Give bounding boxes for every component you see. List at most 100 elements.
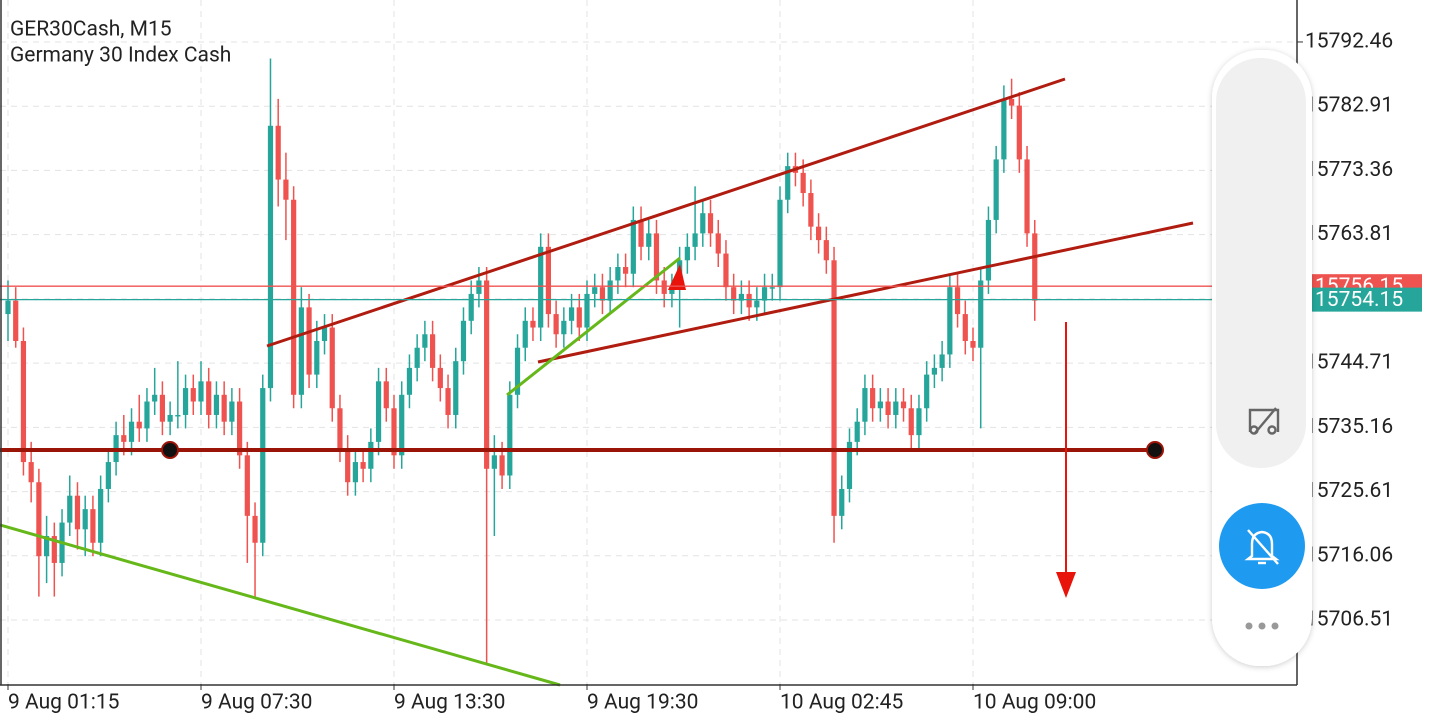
candle-body <box>375 381 382 442</box>
y-tick-label: 15735.16 <box>1305 415 1393 439</box>
candle-body <box>561 320 567 335</box>
candle-body <box>499 455 505 476</box>
y-tick-label: 15725.61 <box>1305 479 1393 503</box>
candle-body <box>221 394 227 422</box>
candle-body <box>144 401 150 429</box>
candle-body <box>761 287 768 301</box>
candle-body <box>707 213 714 234</box>
candle-body <box>414 347 420 368</box>
x-tick-label: 10 Aug 09:00 <box>973 691 1096 715</box>
candle-body <box>229 401 235 422</box>
candle-body <box>445 388 451 415</box>
candle-body <box>252 515 258 543</box>
candle-body <box>538 246 544 328</box>
candle-body <box>329 327 335 409</box>
more-button[interactable] <box>1245 622 1279 630</box>
candle-body <box>839 488 845 516</box>
candle-body <box>51 536 57 563</box>
candle-body <box>576 307 582 328</box>
candle-body <box>638 219 644 247</box>
candle-body <box>298 307 304 395</box>
candle-body <box>646 233 652 247</box>
x-tick-label: 9 Aug 13:30 <box>394 691 505 715</box>
candle-body <box>754 300 760 308</box>
price-label: 15754.15 <box>1315 288 1403 312</box>
candle-body <box>553 314 559 335</box>
y-tick-label: 15773.36 <box>1305 158 1393 182</box>
candle-body <box>198 381 204 402</box>
candle-body <box>530 320 536 328</box>
candle-body <box>1001 98 1007 160</box>
candles <box>5 58 1038 664</box>
candle-body <box>36 482 42 557</box>
candle-body <box>291 199 297 395</box>
x-tick-label: 9 Aug 19:30 <box>587 691 698 715</box>
candle-body <box>283 179 289 200</box>
candle-body <box>28 462 34 483</box>
trend-line <box>0 523 561 687</box>
candle-body <box>870 388 876 409</box>
candle-body <box>491 455 497 469</box>
candle-body <box>507 394 513 476</box>
candle-body <box>13 300 19 341</box>
candle-body <box>568 307 575 321</box>
candle-body <box>900 401 907 409</box>
candle-body <box>885 401 891 415</box>
chart-title: GER30Cash, M15 <box>10 18 172 42</box>
y-tick-label: 15716.06 <box>1305 543 1393 567</box>
candle-body <box>136 421 142 429</box>
candle-body <box>98 488 104 543</box>
candle-body <box>700 213 706 234</box>
candle-body <box>182 388 189 415</box>
candle-body <box>1016 105 1022 160</box>
candle-body <box>275 125 281 180</box>
chart-subtitle: Germany 30 Index Cash <box>10 44 231 68</box>
draw-tool-button[interactable] <box>1248 407 1280 435</box>
candle-body <box>669 287 675 294</box>
candle-body <box>985 219 992 281</box>
candle-body <box>406 367 413 395</box>
candle-body <box>954 287 961 315</box>
candle-body <box>684 246 690 261</box>
trend-line <box>537 221 1194 364</box>
candle-body <box>800 172 806 194</box>
candle-body <box>67 495 73 523</box>
price-lines <box>0 285 1297 301</box>
candle-body <box>661 280 667 294</box>
candle-body <box>970 340 976 348</box>
y-tick-label: 15763.81 <box>1305 222 1393 246</box>
candle-body <box>978 280 984 348</box>
bell-off-icon <box>1244 529 1280 565</box>
side-panel <box>1212 50 1312 666</box>
candle-body <box>206 381 212 415</box>
candle-body <box>399 394 405 456</box>
candle-body <box>105 462 111 489</box>
candle-body <box>460 320 467 362</box>
candle-body <box>360 462 366 469</box>
candle-body <box>785 166 791 200</box>
candle-body <box>1009 98 1015 106</box>
candle-body <box>152 394 158 402</box>
candle-body <box>908 408 914 436</box>
candle-body <box>599 287 606 301</box>
candle-body <box>877 401 883 409</box>
candle-body <box>623 267 629 274</box>
candle-body <box>514 347 521 395</box>
candle-body <box>453 361 459 415</box>
drawings <box>0 77 1194 687</box>
candle-body <box>769 287 775 289</box>
candle-body <box>1032 233 1038 301</box>
candle-body <box>383 381 389 409</box>
arrow-head <box>668 264 686 290</box>
candle-body <box>862 388 868 422</box>
candle-body <box>893 401 899 415</box>
candle-body <box>746 293 752 308</box>
candle-body <box>321 327 328 341</box>
candle-body <box>337 408 343 449</box>
candle-body <box>159 394 165 422</box>
candle-body <box>846 441 853 489</box>
candle-body <box>731 287 737 301</box>
candle-body <box>190 388 196 402</box>
candle-body <box>422 334 428 348</box>
